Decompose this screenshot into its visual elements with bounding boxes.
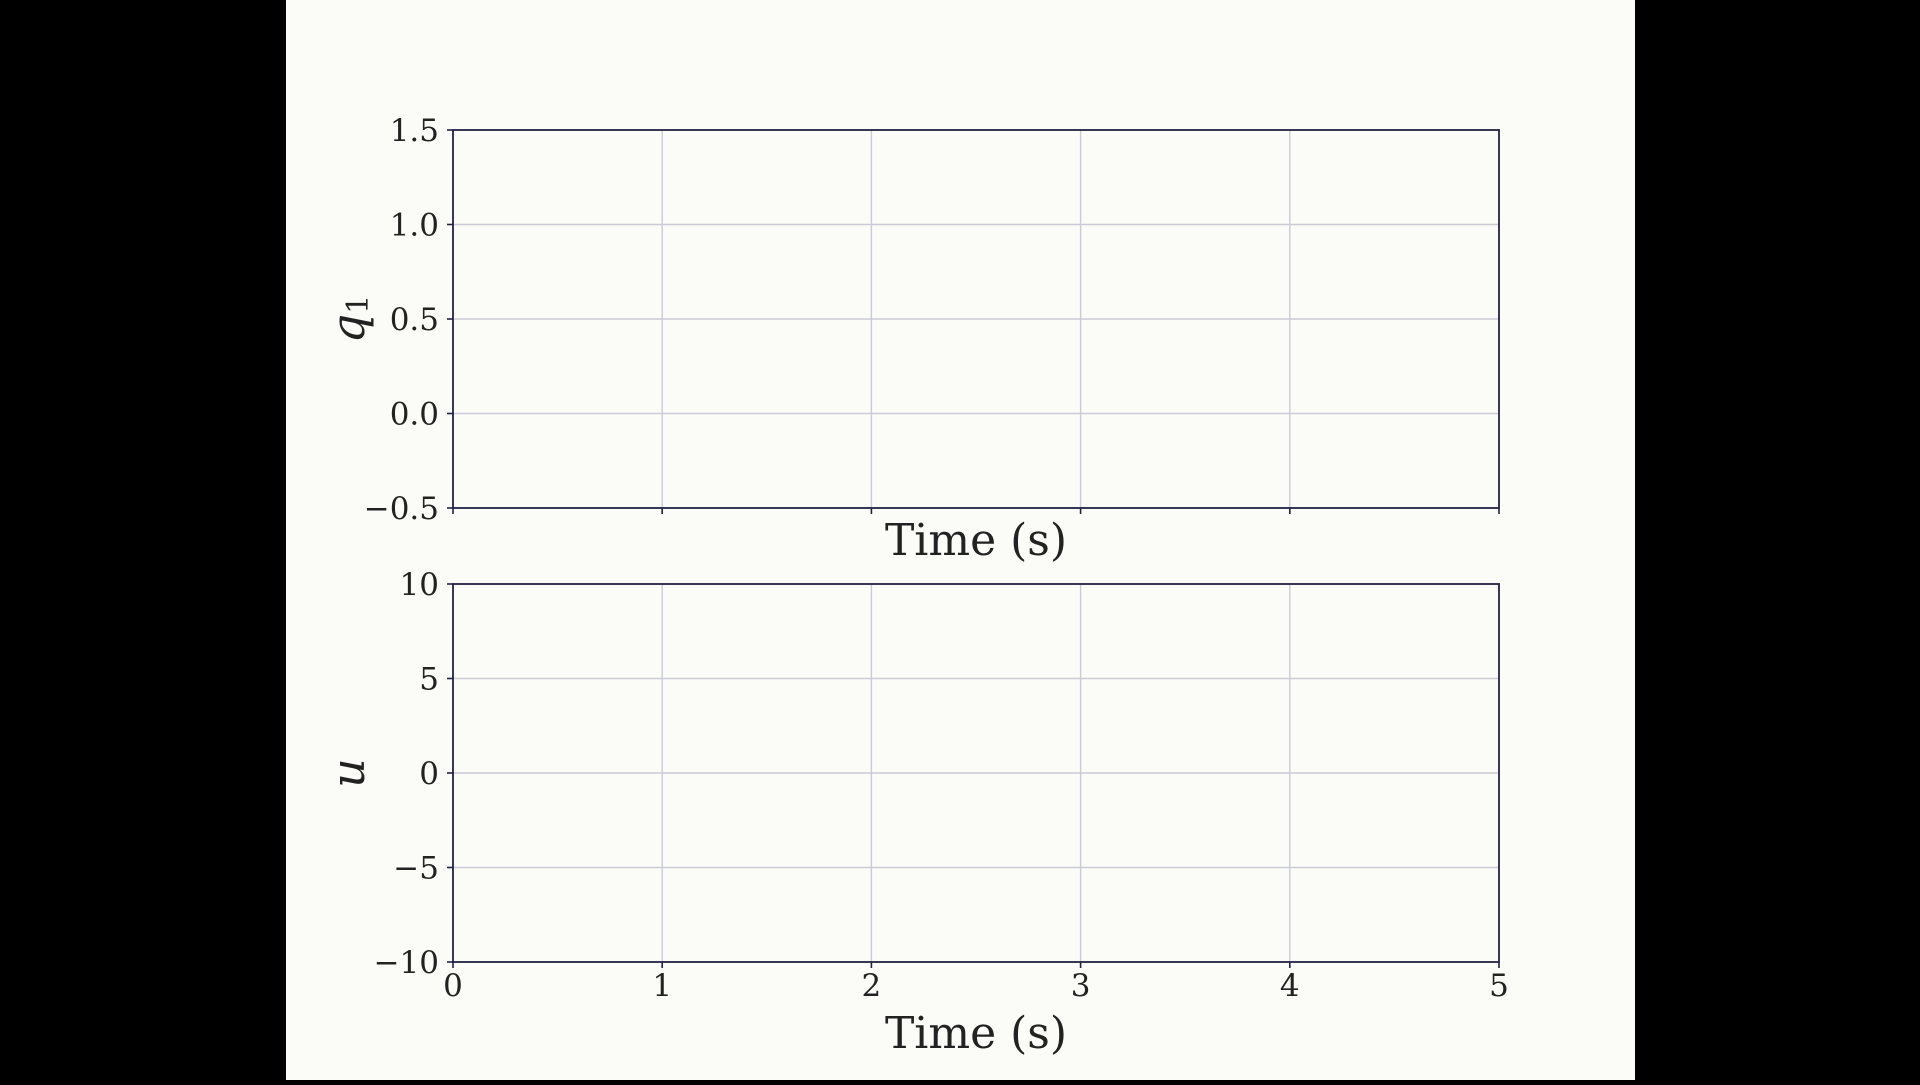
panel-u-xlabel: Time (s): [885, 1008, 1067, 1059]
panel-u-xtick-label-4: 4: [1280, 968, 1300, 1004]
panel-u-ticks: [447, 583, 1500, 968]
panel-u-ytick-label-0: −10: [374, 945, 439, 981]
panel-u-ytick-label-2: 0: [419, 756, 439, 792]
panel-u-ytick-label-4: 10: [400, 567, 439, 603]
panel-u-xtick-label-0: 0: [443, 968, 463, 1004]
panel-q1-grid: [453, 130, 1499, 508]
panel-u-ylabel: u: [321, 758, 375, 788]
panel-q1-ytick-label-4: 1.5: [390, 113, 439, 149]
panel-u-xtick-label-5: 5: [1489, 968, 1509, 1004]
panel-q1-ytick-label-3: 1.0: [390, 208, 439, 244]
panel-q1-ytick-label-2: 0.5: [390, 302, 439, 338]
panel-q1-ticks: [447, 129, 1500, 514]
panel-u-tick-labels: 0 1 2 3 4 5 −10 −5 0 5 10: [374, 567, 1509, 1004]
figure-canvas: −0.5 0.0 0.5 1.0 1.5 Time (s) q1 0 1 2 3 4 5 −10 −5…: [286, 0, 1635, 1080]
panel-q1-tick-labels: −0.5 0.0 0.5 1.0 1.5: [364, 113, 439, 527]
chart-svg: −0.50.00.51.01.5 Time (s) q1 0 1 2 3 4 5−10−5…: [321, 113, 1509, 1059]
panel-u-ytick-label-1: −5: [393, 851, 439, 887]
panel-q1-ytick-label-0: −0.5: [364, 491, 439, 527]
panel-q1-ylabel-base: q: [321, 314, 375, 343]
panel-q1-xlabel: Time (s): [885, 515, 1067, 566]
panel-u-xtick-label-1: 1: [652, 968, 672, 1004]
panel-q1-ylabel: q1: [321, 295, 376, 344]
panel-u: 0 1 2 3 4 5 −10 −5 0 5 10 Time (s) u: [321, 567, 1509, 1059]
panel-q1-ylabel-sub: 1: [341, 295, 376, 314]
panel-u-ytick-label-3: 5: [419, 662, 439, 698]
panel-q1: −0.5 0.0 0.5 1.0 1.5 Time (s) q1: [321, 113, 1500, 566]
panel-u-xtick-label-2: 2: [862, 968, 882, 1004]
panel-u-grid: [453, 584, 1499, 962]
panel-q1-ytick-label-1: 0.0: [390, 397, 439, 433]
panel-u-xtick-label-3: 3: [1071, 968, 1091, 1004]
